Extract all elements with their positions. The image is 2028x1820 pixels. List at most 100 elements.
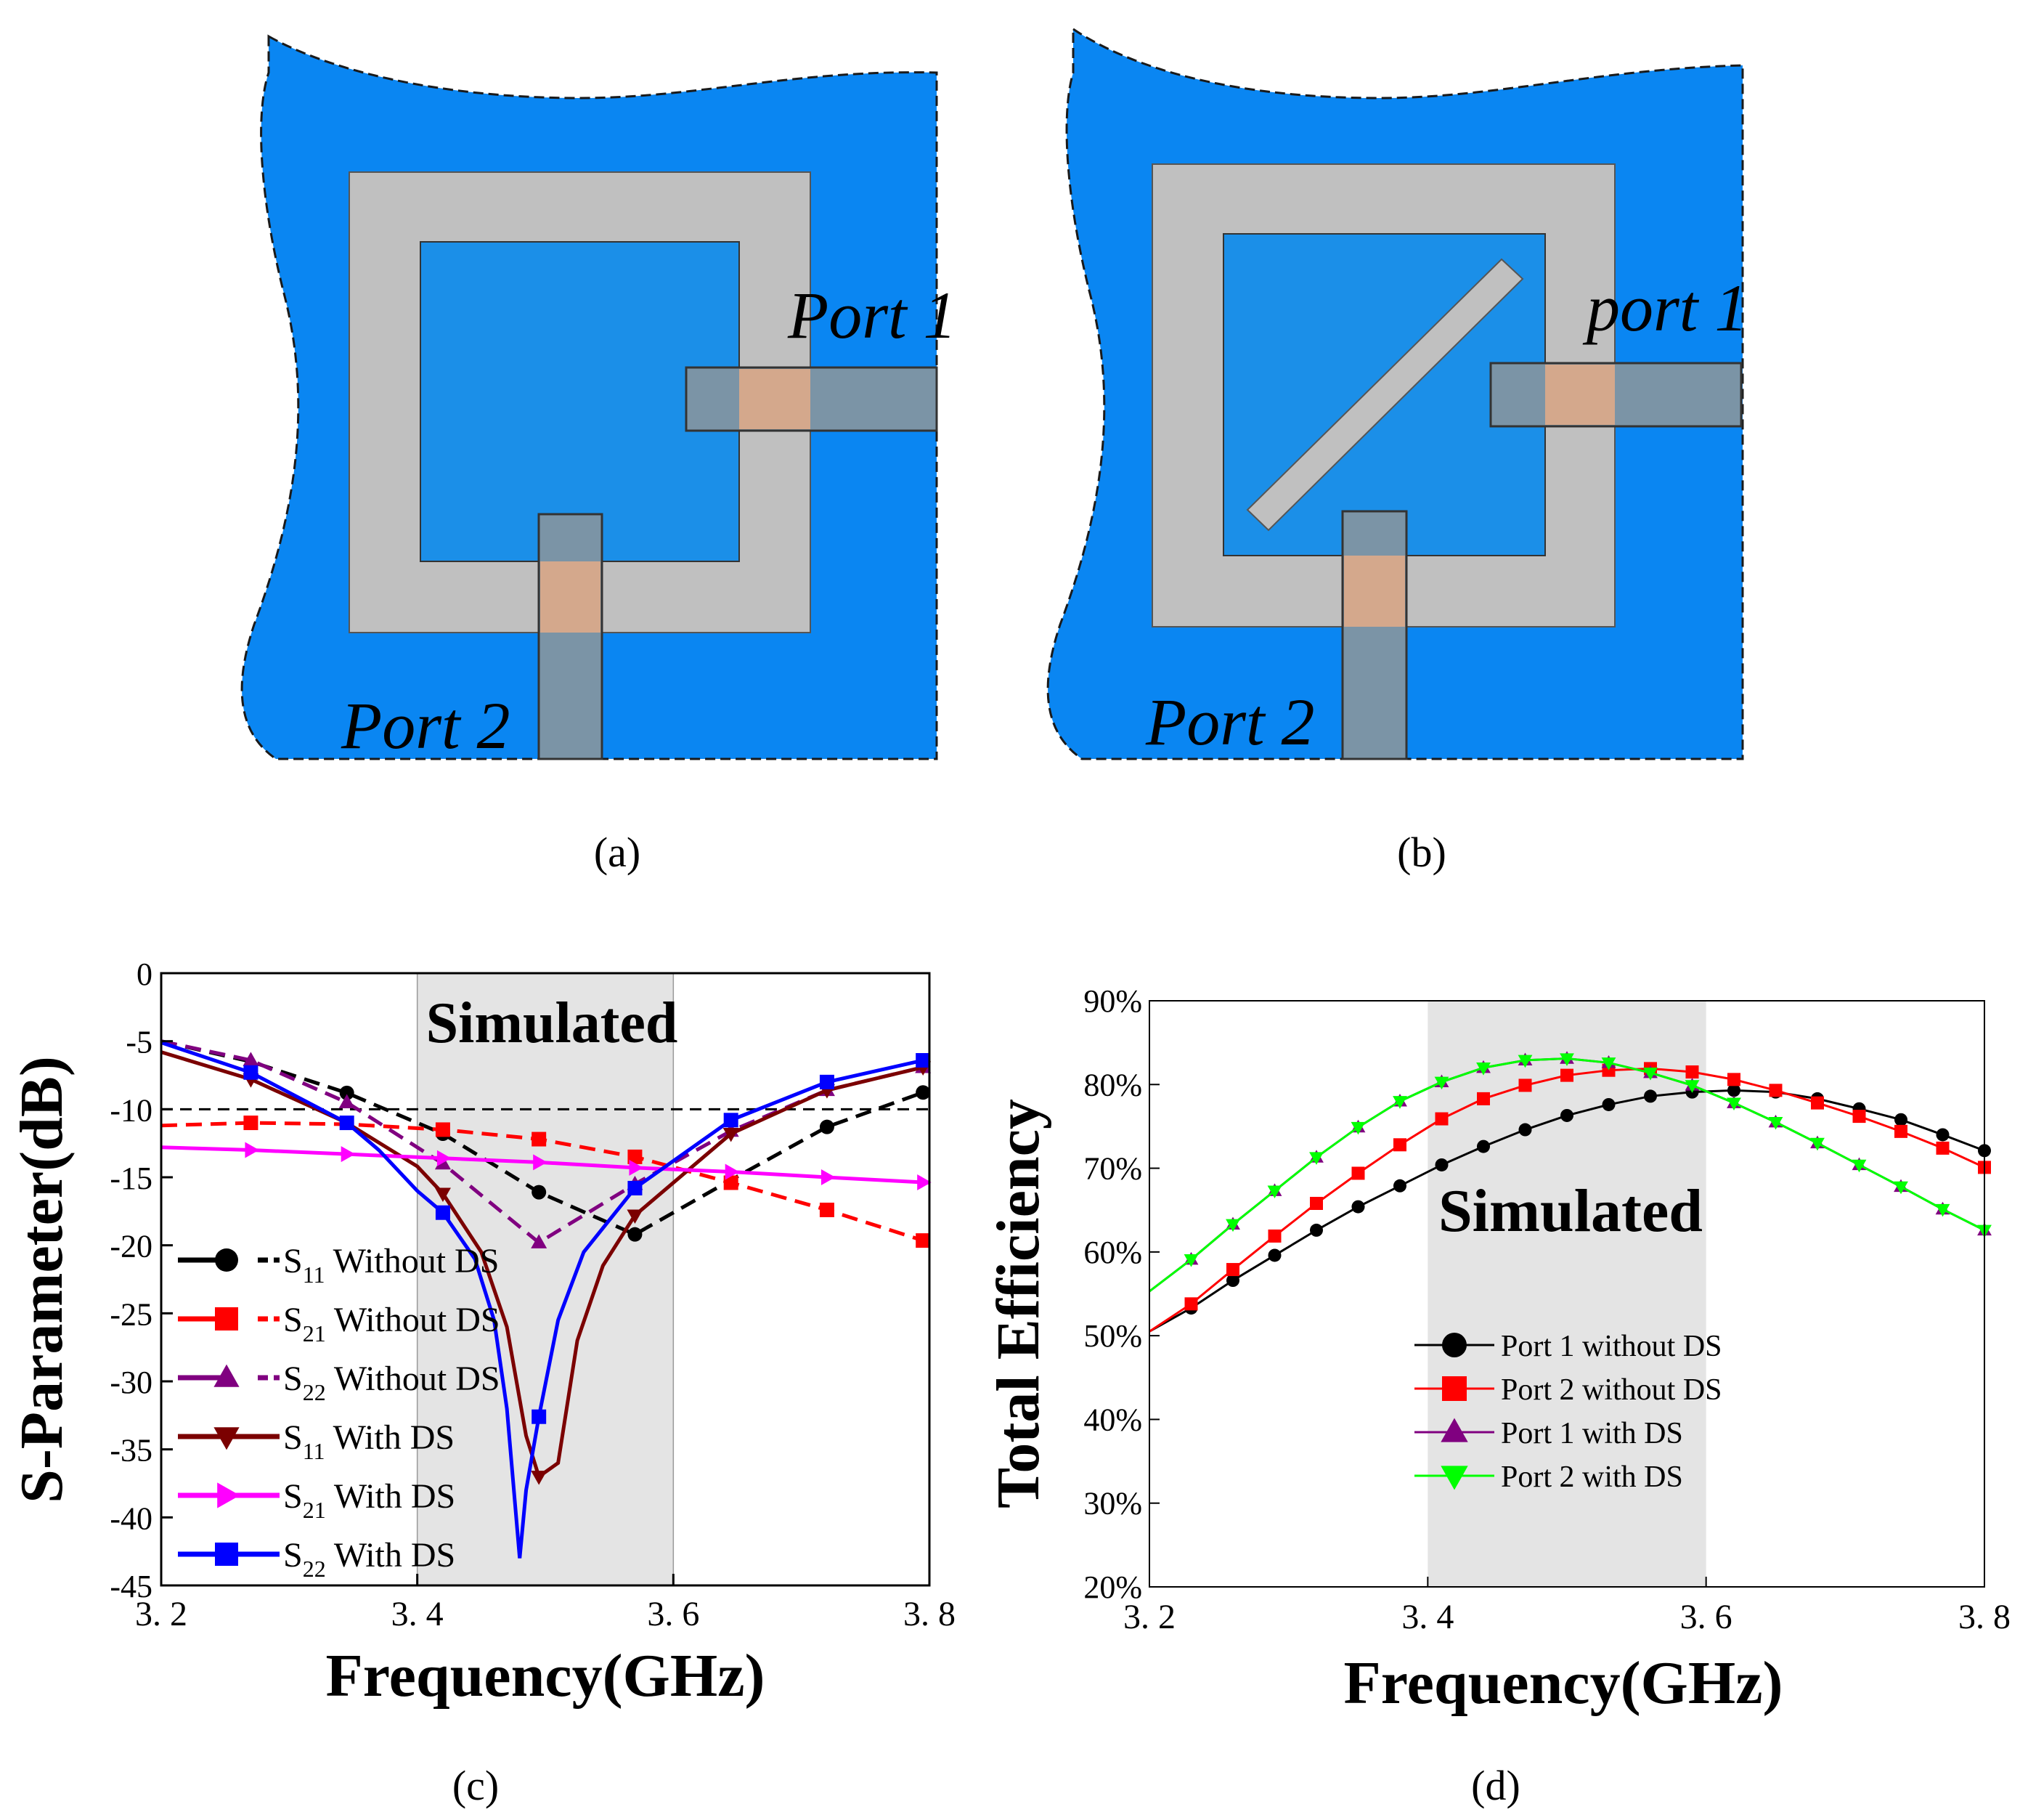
- y-tick-label: 20%: [1083, 1569, 1142, 1605]
- panel-label-b: (b): [1397, 829, 1446, 876]
- plot-frame: [160, 972, 931, 1587]
- y-tick-label: 90%: [1083, 983, 1142, 1019]
- data-point: [245, 1142, 259, 1158]
- data-point: [532, 1132, 547, 1147]
- x-tick-label: 3. 6: [647, 1595, 699, 1633]
- legend-label: S21 Without DS: [283, 1301, 500, 1346]
- data-point: [1268, 1248, 1282, 1262]
- y-tick-label: 40%: [1083, 1402, 1142, 1437]
- data-point: [1936, 1128, 1950, 1142]
- y-tick-label: 0: [137, 956, 152, 992]
- legend-marker: [213, 1364, 240, 1387]
- data-point: [243, 1116, 258, 1131]
- y-tick-label: -10: [110, 1092, 152, 1128]
- plot-frame: [1149, 1000, 1985, 1588]
- x-tick-label: 3. 4: [1401, 1598, 1454, 1636]
- legend-marker: [215, 1307, 238, 1331]
- chart-title: Simulated: [426, 991, 678, 1055]
- legend-item-0: S11 Without DS: [178, 1242, 499, 1288]
- x-tick-label: 3. 2: [1123, 1598, 1176, 1636]
- feed-line-port2-a: [537, 513, 603, 760]
- data-point: [1935, 1203, 1950, 1217]
- data-point: [723, 1113, 738, 1128]
- legend-item-1: S21 Without DS: [178, 1301, 500, 1346]
- data-point: [1518, 1078, 1532, 1092]
- data-point: [1226, 1263, 1239, 1277]
- legend-label: S11 Without DS: [283, 1242, 499, 1288]
- data-point: [531, 1471, 547, 1485]
- port1-label-b: port 1: [1582, 271, 1748, 345]
- data-point: [1685, 1080, 1700, 1093]
- feed-overlap-port2-b: [1344, 556, 1405, 627]
- data-point: [916, 1085, 931, 1100]
- data-point: [1435, 1112, 1449, 1126]
- data-point: [627, 1227, 643, 1242]
- legend-marker: [215, 1248, 238, 1272]
- data-point: [819, 1074, 834, 1089]
- legend-label: Port 1 without DS: [1501, 1330, 1722, 1363]
- legend-marker: [217, 1482, 240, 1508]
- data-point: [434, 1187, 451, 1202]
- data-point: [627, 1149, 643, 1164]
- data-point: [1310, 1196, 1323, 1210]
- legend-marker: [1442, 1333, 1467, 1357]
- data-point: [341, 1146, 356, 1163]
- legend-label: S22 With DS: [283, 1536, 455, 1582]
- data-point: [243, 1065, 258, 1080]
- data-point: [533, 1154, 547, 1171]
- legend-item-3: Port 2 with DS: [1414, 1461, 1683, 1494]
- data-point: [435, 1122, 450, 1137]
- legend-label: S21 With DS: [283, 1477, 455, 1523]
- panel-label-c: (c): [452, 1762, 500, 1809]
- y-tick-label: 30%: [1083, 1486, 1142, 1522]
- data-point: [917, 1174, 932, 1191]
- data-point: [723, 1175, 738, 1190]
- legend-marker: [1442, 1376, 1467, 1401]
- x-tick-label: 3. 6: [1680, 1598, 1732, 1636]
- y-axis-label: Total Efficiency: [985, 1099, 1052, 1508]
- data-point: [725, 1163, 740, 1180]
- legend-label: S22 Without DS: [283, 1360, 500, 1405]
- y-tick-label: -40: [110, 1500, 152, 1536]
- port1-label-a: Port 1: [787, 278, 957, 352]
- legend-label: Port 2 with DS: [1501, 1461, 1683, 1494]
- legend-item-2: S22 Without DS: [178, 1360, 500, 1405]
- data-point: [819, 1119, 834, 1134]
- data-point: [1727, 1084, 1740, 1097]
- data-point: [436, 1150, 452, 1166]
- data-point: [1560, 1053, 1574, 1066]
- data-point: [1351, 1166, 1365, 1180]
- feed-line-port2-b: [1341, 510, 1408, 760]
- legend-marker: [1441, 1466, 1468, 1490]
- data-point: [1226, 1274, 1239, 1288]
- data-point: [1894, 1124, 1907, 1138]
- legend: S11 Without DS S21 Without DS S22 Without …: [178, 1242, 500, 1582]
- data-point: [1936, 1141, 1950, 1155]
- data-point: [1351, 1200, 1365, 1214]
- antenna-layout-a: Port 1 Port 2: [240, 34, 957, 763]
- legend-item-2: Port 1 with DS: [1414, 1417, 1683, 1450]
- x-tick-label: 3. 4: [391, 1595, 444, 1633]
- data-point: [1268, 1229, 1282, 1243]
- s-parameter-chart: Simulated 3. 2 3. 4 3. 6 3. 8 0 -5 -10 -15 -20 -25…: [8, 956, 956, 1710]
- data-point: [1560, 1068, 1573, 1082]
- legend-item-5: S22 With DS: [178, 1536, 455, 1582]
- efficiency-chart: Simulated 3. 2 3. 4 3. 6 3. 8 20% 30% 40% 50% 60%…: [985, 983, 2011, 1717]
- x-axis-label: Frequency(GHz): [326, 1642, 765, 1710]
- series-3: [1149, 1053, 1992, 1293]
- band-region: [1428, 1001, 1706, 1587]
- data-point: [1560, 1108, 1573, 1122]
- data-point: [1393, 1138, 1406, 1152]
- feed-overlap-port1-b: [1545, 365, 1615, 425]
- data-point: [435, 1205, 450, 1220]
- feed-overlap-port1-a: [739, 369, 810, 429]
- diagonal-strip: [1246, 258, 1524, 532]
- data-point: [1477, 1139, 1490, 1153]
- y-tick-label: -5: [126, 1025, 152, 1060]
- data-point: [1601, 1057, 1616, 1071]
- data-point: [1435, 1158, 1449, 1171]
- y-tick-label: 80%: [1083, 1067, 1142, 1102]
- y-axis-label: S-Parameter(dB): [8, 1056, 76, 1503]
- data-point: [1351, 1121, 1366, 1135]
- chart-title: Simulated: [1438, 1177, 1703, 1245]
